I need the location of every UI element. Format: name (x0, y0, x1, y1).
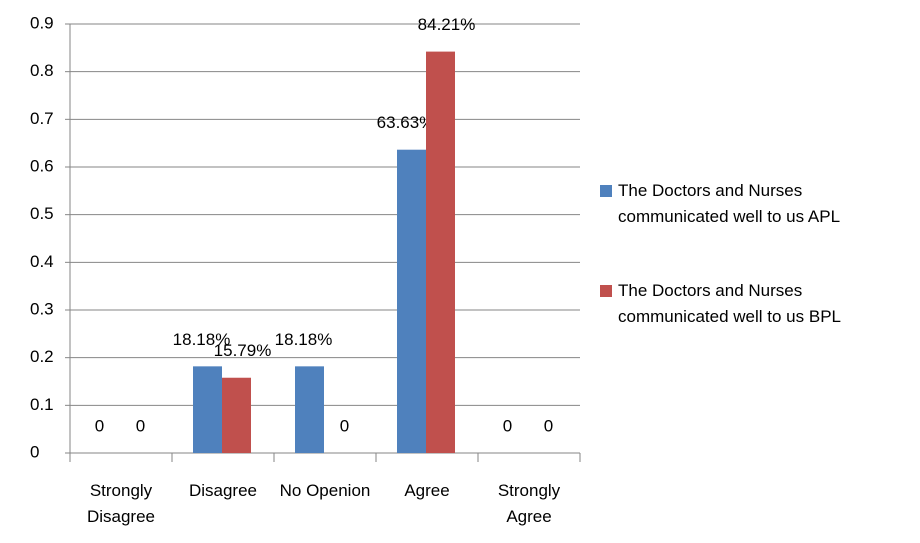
y-tick-label: 0.7 (30, 109, 54, 128)
x-tick-label: No Openion (279, 481, 371, 500)
x-tick-label: Disagree (188, 481, 258, 500)
y-tick-label: 0.6 (30, 156, 54, 175)
data-label: 63.63% (377, 113, 435, 132)
legend-label: The Doctors and Nurses communicated well… (618, 281, 841, 326)
bar (193, 366, 222, 453)
legend-entry: The Doctors and Nurses communicated well… (600, 278, 908, 330)
x-tick-label: Strongly Agree (497, 481, 561, 526)
data-label: 0 (544, 416, 553, 435)
y-tick-label: 0.9 (30, 13, 54, 32)
data-label: 0 (95, 416, 104, 435)
y-tick-label: 0.2 (30, 347, 54, 366)
y-tick-label: 0 (30, 442, 39, 461)
x-tick-label: Strongly Disagree (86, 481, 156, 526)
data-label: 15.79% (214, 341, 272, 360)
y-tick-label: 0.8 (30, 61, 54, 80)
legend-entry: The Doctors and Nurses communicated well… (600, 178, 908, 230)
y-tick-label: 0.3 (30, 299, 54, 318)
y-tick-label: 0.4 (30, 252, 54, 271)
y-tick-label: 0.1 (30, 395, 54, 414)
data-label: 84.21% (418, 15, 476, 34)
legend-swatch (600, 285, 612, 297)
data-label: 0 (340, 416, 349, 435)
bar (397, 149, 426, 453)
y-tick-label: 0.5 (30, 204, 54, 223)
data-label: 18.18% (173, 330, 231, 349)
bar (426, 51, 455, 453)
bar (222, 377, 251, 453)
bar (295, 366, 324, 453)
data-label: 0 (503, 416, 512, 435)
data-label: 0 (136, 416, 145, 435)
legend-label: The Doctors and Nurses communicated well… (618, 181, 841, 226)
legend-swatch (600, 185, 612, 197)
data-label: 18.18% (275, 330, 333, 349)
x-tick-label: Agree (404, 481, 450, 500)
